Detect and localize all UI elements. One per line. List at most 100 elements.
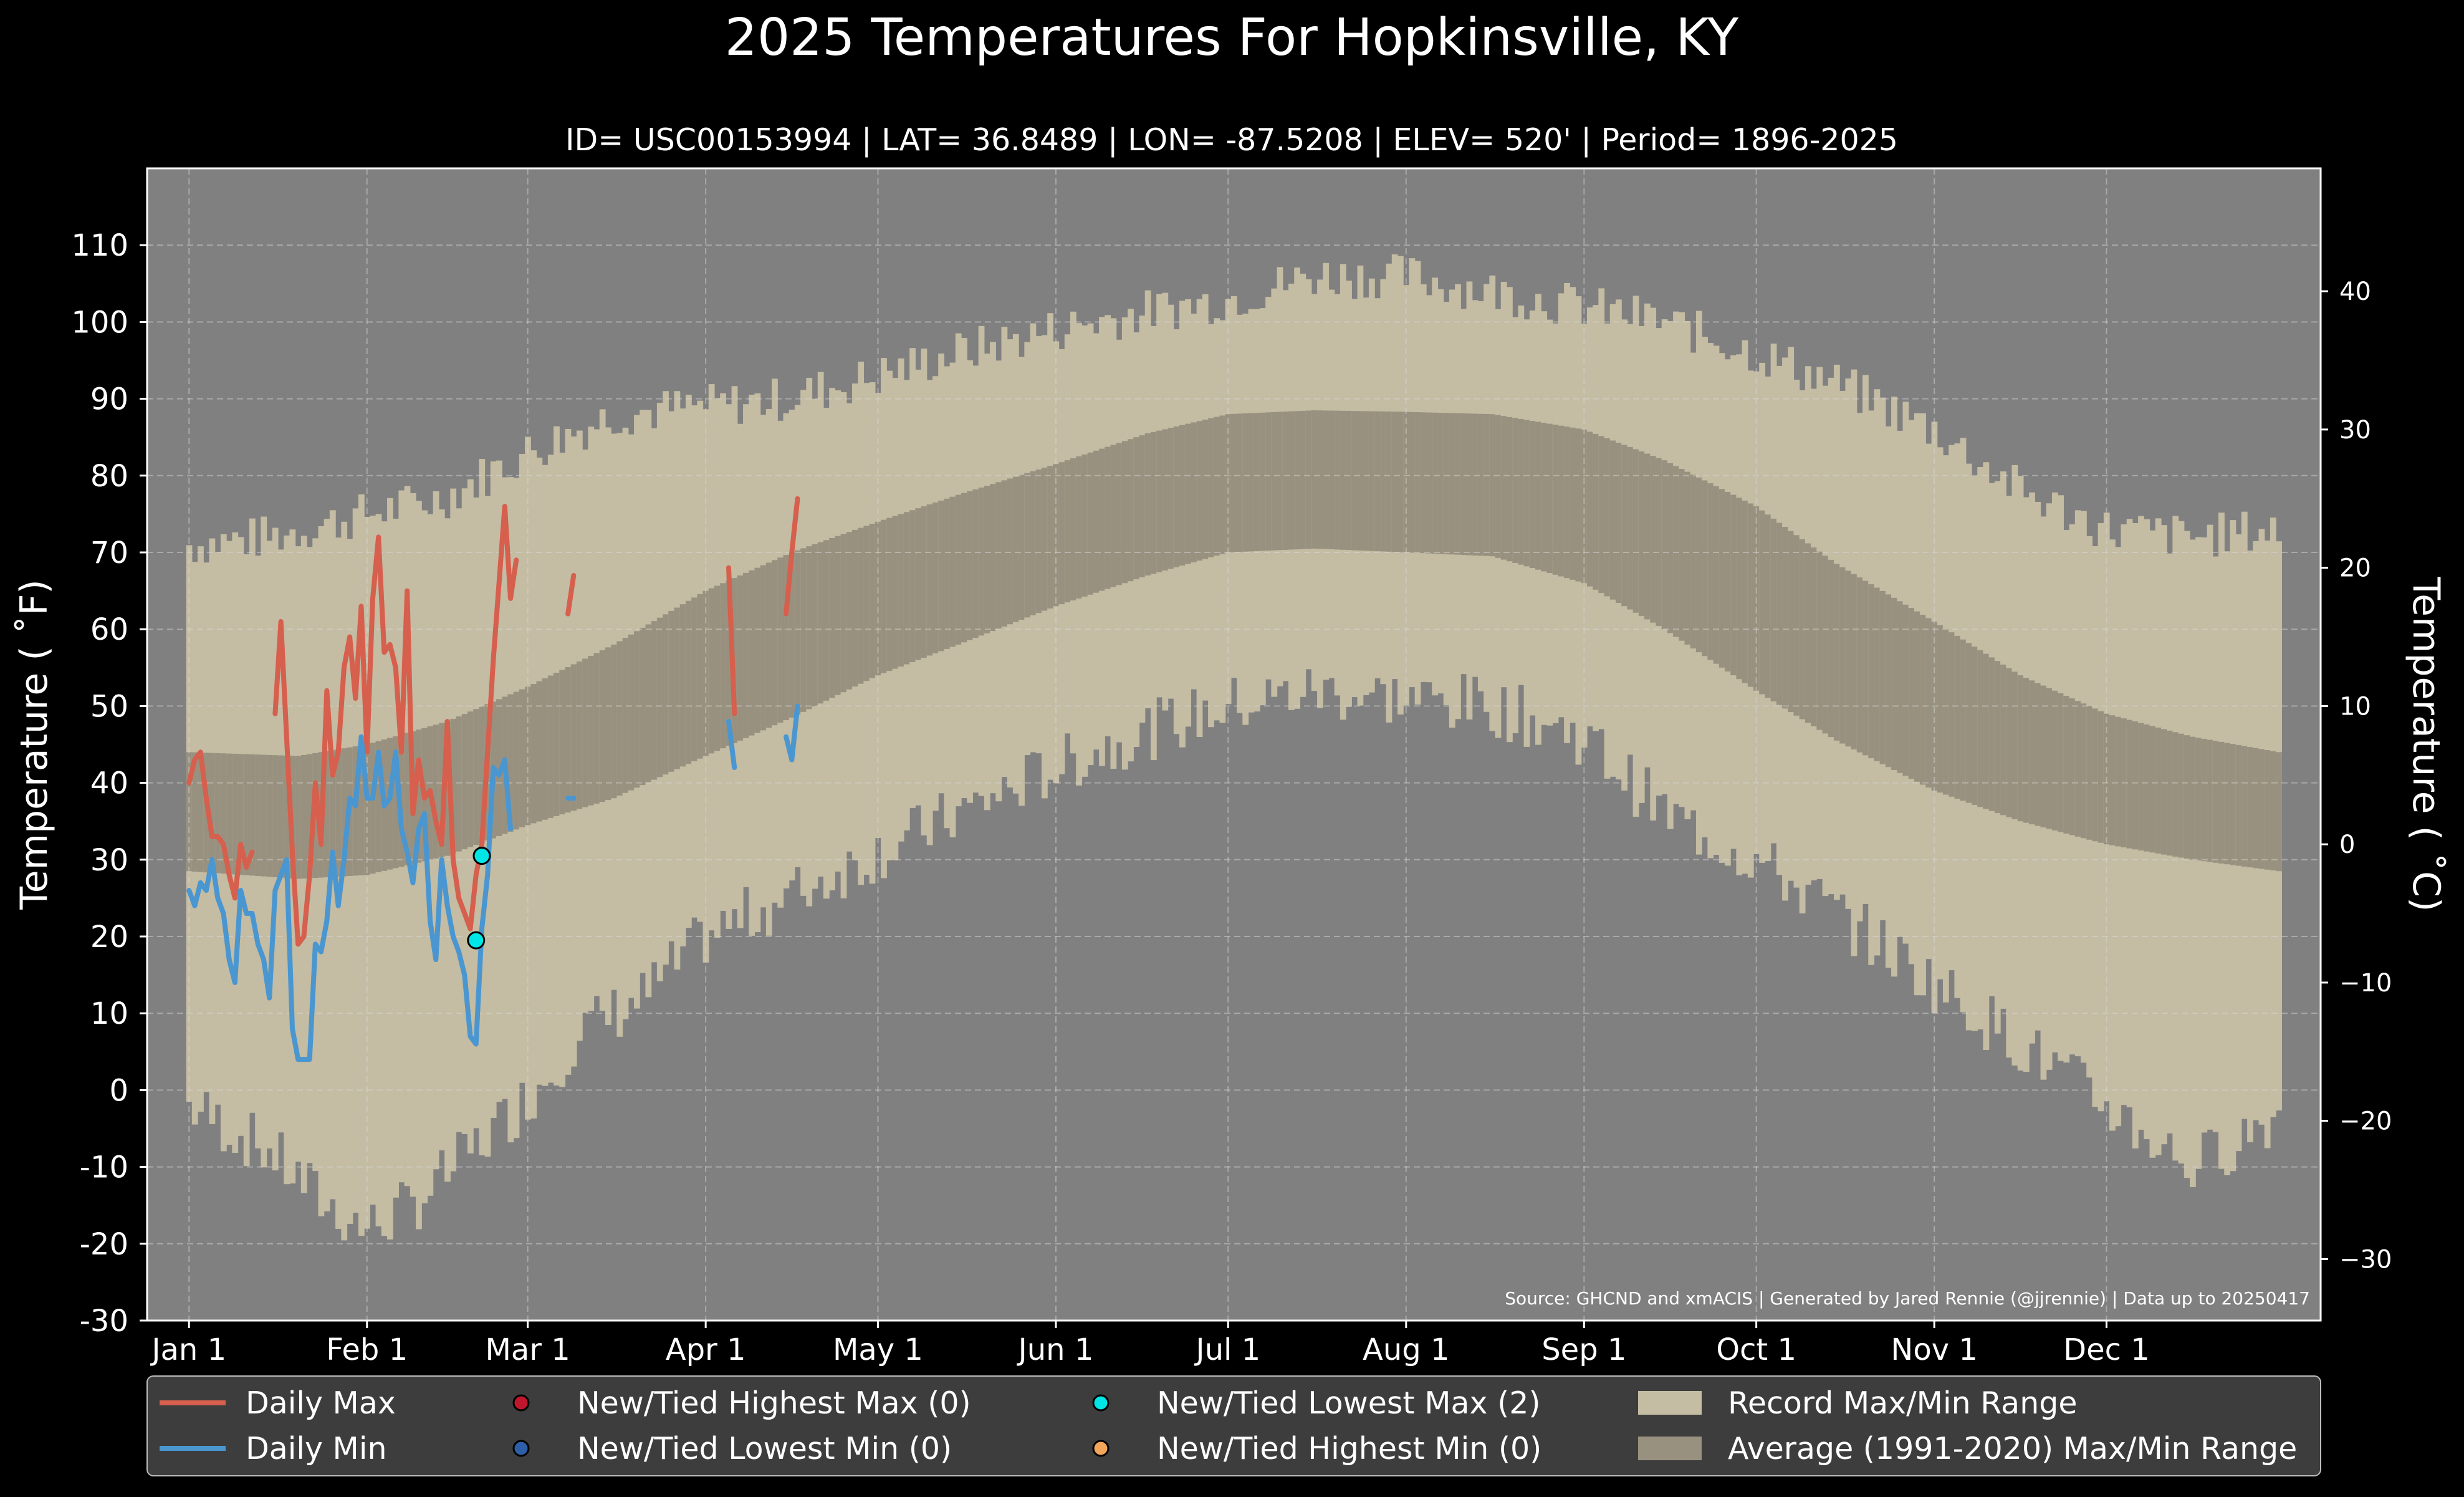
average-range-bar <box>1185 423 1192 564</box>
x-tick-label: Jul 1 <box>1194 1332 1260 1367</box>
average-range-bar <box>1925 618 1932 788</box>
record-range-bar <box>416 501 422 1230</box>
daily-max-line <box>784 496 800 617</box>
average-range-bar <box>1041 468 1048 611</box>
average-range-bar <box>547 675 554 818</box>
average-range-bar <box>1586 431 1593 587</box>
average-range-bar <box>1805 543 1811 723</box>
average-range-bar <box>1581 429 1588 584</box>
average-range-bar <box>1914 611 1920 782</box>
average-range-bar <box>2040 685 2047 828</box>
average-range-bar <box>272 755 279 878</box>
average-range-bar <box>1500 416 1507 560</box>
average-range-bar <box>2207 739 2213 862</box>
average-range-bar <box>1455 413 1461 555</box>
average-range-bar <box>2247 747 2253 868</box>
average-range-bar <box>364 744 370 875</box>
average-range-bar <box>726 580 732 746</box>
average-range-bar <box>1323 410 1330 549</box>
average-range-bar <box>1558 425 1565 577</box>
daily-max-line <box>565 573 577 617</box>
average-range-bar <box>214 753 221 874</box>
average-range-bar <box>1035 469 1042 614</box>
average-range-bar <box>2000 664 2006 816</box>
average-range-bar <box>708 588 715 754</box>
y-tick-label-left: 80 <box>90 459 128 494</box>
average-range-bar <box>1116 443 1123 585</box>
average-range-bar <box>1788 531 1795 713</box>
average-range-bar <box>611 644 617 799</box>
x-tick-label: Jan 1 <box>150 1332 226 1367</box>
record-range-bar <box>335 537 342 1229</box>
average-range-bar <box>2103 713 2110 845</box>
y-tick-label-left: 40 <box>90 766 128 801</box>
average-range-bar <box>1604 438 1611 597</box>
average-range-bar <box>772 560 778 726</box>
average-range-bar <box>1271 412 1278 551</box>
average-range-bar <box>1816 551 1823 730</box>
legend-dot-swatch <box>512 1440 530 1457</box>
average-range-bar <box>881 519 887 673</box>
average-range-bar <box>1667 463 1674 633</box>
average-range-bar <box>1202 420 1209 559</box>
average-range-bar <box>1254 413 1260 551</box>
average-range-bar <box>978 488 985 636</box>
average-range-bar <box>1679 469 1685 641</box>
average-range-bar <box>1851 574 1858 749</box>
average-range-bar <box>1983 653 1990 809</box>
average-range-bar <box>2046 688 2053 829</box>
record-markers <box>467 847 491 950</box>
daily-max-line <box>272 504 519 947</box>
average-range-bar <box>1965 643 1972 803</box>
average-range-bar <box>519 689 525 827</box>
average-range-bar <box>1070 458 1076 600</box>
source-note: Source: GHCND and xmACIS | Generated by … <box>1505 1288 2310 1309</box>
average-range-bar <box>2235 744 2242 866</box>
average-range-bar <box>525 686 531 826</box>
average-range-bar <box>1380 411 1387 552</box>
y-tick-label-right: 0 <box>2339 830 2355 859</box>
plot-frame <box>146 167 2322 1322</box>
average-range-bar <box>266 754 273 877</box>
average-range-bar <box>1317 410 1323 549</box>
average-range-bar <box>1931 621 1938 791</box>
average-range-bar <box>616 641 623 796</box>
average-range-bar <box>743 572 749 738</box>
average-range-bar <box>1736 498 1743 680</box>
average-range-bar <box>1167 428 1174 569</box>
average-range-bar <box>1311 410 1318 549</box>
average-range-bar <box>1770 518 1777 701</box>
average-range-bar <box>932 502 939 653</box>
average-range-bar <box>1661 460 1668 630</box>
average-range-bar <box>473 709 479 845</box>
average-range-bar <box>1110 445 1117 587</box>
average-range-bar <box>2097 711 2104 843</box>
average-range-bar <box>944 498 951 649</box>
average-range-bar <box>1139 435 1146 578</box>
average-range-bar <box>1019 474 1025 620</box>
average-range-bar <box>1673 466 1679 637</box>
average-range-bar <box>760 565 767 731</box>
y-tick-label-left: -30 <box>80 1304 128 1339</box>
daily-max-line <box>726 565 737 716</box>
average-range-bar <box>640 627 646 786</box>
average-range-bar <box>1368 411 1375 551</box>
average-range-bar <box>2184 735 2190 859</box>
average-range-bar <box>261 754 267 877</box>
average-range-bar <box>2149 726 2156 853</box>
legend-dot-swatch <box>512 1394 530 1412</box>
average-range-bar <box>1656 458 1662 626</box>
legend-patch-swatch <box>1638 1437 1702 1460</box>
average-range-bar <box>2092 708 2099 842</box>
average-range-bar <box>1570 427 1576 580</box>
y-tick-label-left: 90 <box>90 382 128 417</box>
average-range-bar <box>806 546 813 710</box>
average-range-bar <box>1012 476 1019 622</box>
average-range-bar <box>886 517 893 671</box>
average-range-bar <box>1374 411 1381 552</box>
average-range-bar <box>1328 410 1335 549</box>
average-range-bar <box>2132 721 2139 850</box>
average-range-bar <box>1403 412 1410 552</box>
average-range-bar <box>1426 412 1432 554</box>
average-range-bar <box>1506 416 1513 562</box>
